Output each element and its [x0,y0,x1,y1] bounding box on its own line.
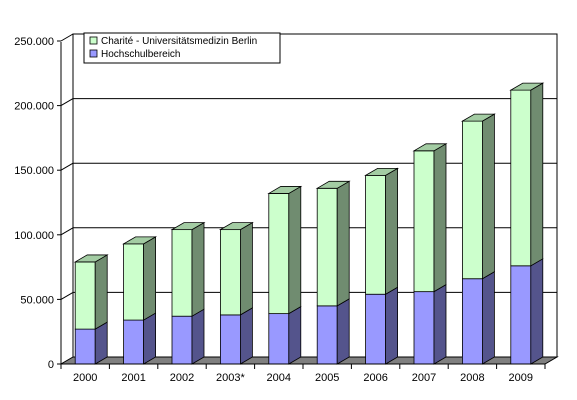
x-tick-label: 2004 [267,372,291,384]
bar-2007-series-0 [413,283,447,365]
x-tick-label: 2007 [412,372,436,384]
gridline-side [60,227,74,236]
bar-top [460,113,496,122]
gridline-side [60,98,74,107]
bar-top [218,222,254,231]
bar-side [433,143,447,293]
bar-side [385,167,399,295]
bar-front [413,150,435,293]
bar-top [122,236,158,245]
bar-2003*-series-1 [218,221,254,316]
bar-side [94,254,108,330]
bar-front [510,265,532,365]
bar-top [412,143,448,152]
bar-front [365,174,387,295]
bar-side [481,113,495,280]
bar-side [239,307,253,365]
bar-2005-series-1 [315,180,351,307]
bar-front [123,319,144,365]
bar-top [509,82,545,91]
x-tick-label: 2008 [460,372,484,384]
bar-front [365,293,387,365]
bar-front [219,314,241,365]
bar-side [191,221,205,317]
legend-box [83,32,281,64]
bar-top [73,254,109,263]
bar-2000-series-1 [73,254,109,330]
bar-front [123,243,144,321]
legend-swatch-series-1 [89,36,98,45]
bar-side [143,236,157,321]
bar-side [143,312,157,365]
bar-top [364,167,400,176]
bar-2009-series-1 [509,82,545,267]
y-tick-label: 100.000 [14,230,54,242]
bar-2004-series-1 [267,185,303,315]
bar-2005-series-0 [316,298,350,365]
y-tick-label: 50.000 [20,294,54,306]
y-tick-label: 0 [48,359,54,371]
bar-front [74,328,96,365]
bar-2001-series-1 [122,236,158,321]
bar-2007-series-1 [412,143,448,293]
bar-top [315,180,351,189]
bar-2008-series-0 [461,271,495,365]
bar-front [268,313,290,365]
x-tick-label: 2000 [73,372,97,384]
y-tick-label: 150.000 [14,165,54,177]
bar-side [336,298,350,365]
y-tick-label: 250.000 [14,36,54,48]
bar-2006-series-0 [365,286,399,365]
bar-front [219,229,241,316]
bars [73,82,545,365]
y-tick-label: 200.000 [14,101,54,113]
legend-label-series-1: Charité - Universitätsmedizin Berlin [101,36,257,47]
bar-2003*-series-0 [219,307,253,365]
bar-side [385,286,399,365]
bar-2002-series-0 [171,308,205,365]
x-tick-label: 2005 [315,372,339,384]
bar-front [461,278,483,365]
gridline-side [60,33,74,42]
bar-front [510,89,532,267]
bar-side [530,258,544,365]
bar-front [461,120,483,280]
bar-side [239,221,253,316]
legend: Charité - Universitätsmedizin Berlin Hoc… [83,32,281,64]
x-tick-label: 2006 [363,372,387,384]
bar-front [316,187,338,307]
bar-front [74,261,96,330]
bar-front [413,291,435,365]
bar-front [316,305,338,365]
bar-side [336,180,350,307]
bar-2002-series-1 [170,221,206,317]
bar-front [171,315,193,365]
bar-side [288,305,302,365]
axes: 0 50.000 100.000 150.000 200.000 250.000 2000 2… [14,36,546,384]
bar-2009-series-0 [510,258,544,365]
legend-swatch-series-0 [89,49,98,58]
gridline-side [60,162,74,171]
bar-side [530,82,544,267]
legend-label-series-0: Hochschulbereich [101,49,181,60]
x-tick-label: 2009 [509,372,533,384]
x-tick-label: 2001 [121,372,145,384]
bar-2008-series-1 [460,113,496,280]
x-tick-label: 2003* [216,372,245,384]
x-tick-label: 2002 [170,372,194,384]
bar-top [267,186,303,194]
bar-2001-series-0 [123,312,157,365]
gridline-side [60,291,74,300]
bar-2004-series-0 [268,305,302,365]
bar-2006-series-1 [364,167,400,295]
bar-side [481,271,495,365]
bar-side [191,308,205,365]
bar-side [288,185,302,315]
bar-front [268,193,290,315]
bar-top [170,222,206,231]
bar-front [171,229,193,317]
bar-side [433,283,447,365]
